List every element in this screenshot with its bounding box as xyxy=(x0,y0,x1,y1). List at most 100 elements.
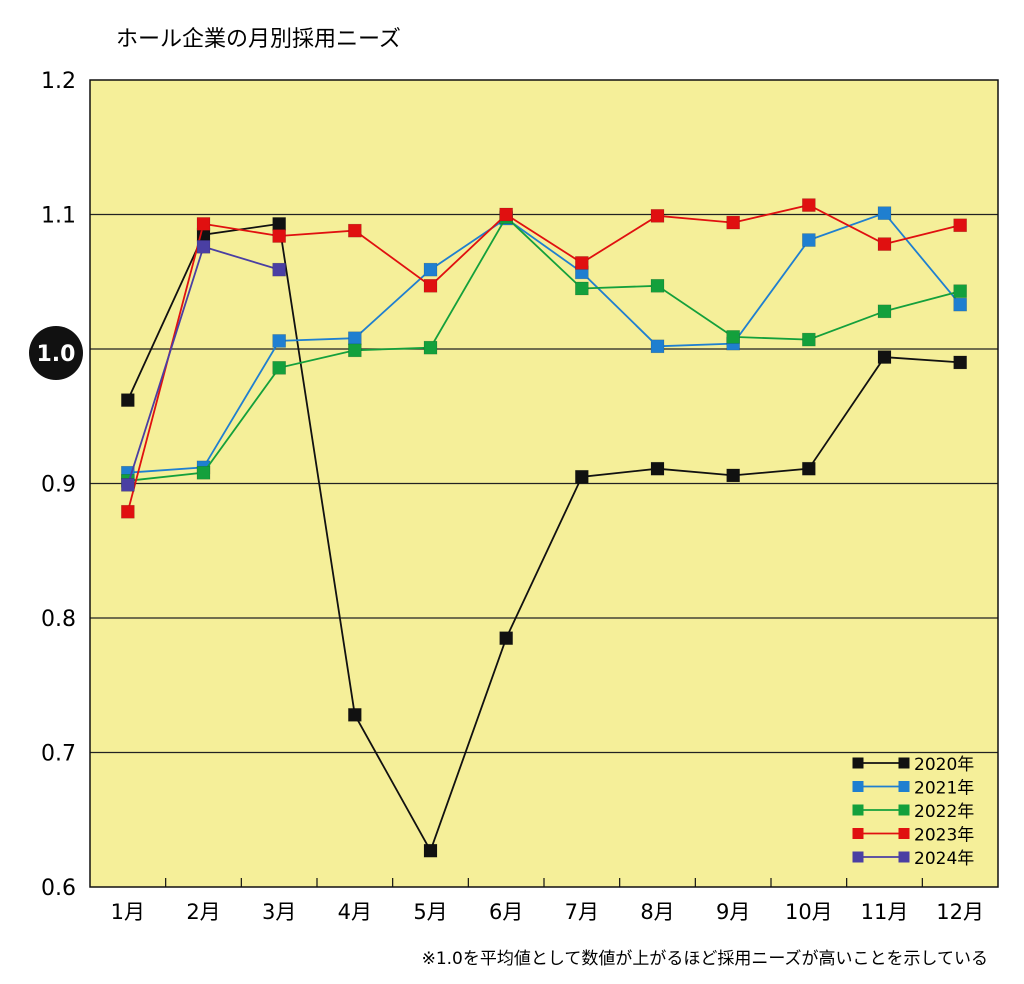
data-point xyxy=(272,217,286,231)
data-point xyxy=(423,843,438,858)
series-line xyxy=(127,215,961,482)
y-axis: 0.6 0.7 0.8 0.9 1.0 1.1 1.2 xyxy=(29,69,83,901)
legend-label: 2022年 xyxy=(914,802,974,822)
y-tick-label: 1.1 xyxy=(41,204,76,229)
data-point xyxy=(575,469,589,484)
legend: 2020年 2021年 2022年 2023年 2024年 xyxy=(852,755,974,869)
series-line xyxy=(126,222,961,853)
data-point xyxy=(196,239,211,254)
x-tick-label: 8月 xyxy=(640,900,674,924)
legend-label: 2024年 xyxy=(914,849,974,869)
data-point xyxy=(499,207,513,222)
data-point xyxy=(726,330,740,344)
series-4 xyxy=(121,239,286,492)
legend-item: 2021年 xyxy=(852,779,974,799)
data-point xyxy=(802,461,816,476)
plot-border xyxy=(89,79,999,888)
gridlines xyxy=(90,213,998,754)
x-tick-label: 12月 xyxy=(936,900,984,924)
legend-marker xyxy=(898,828,910,839)
footnote: ※1.0を平均値として数値が上がるほど採用ニーズが高いことを示している xyxy=(422,949,988,969)
chart-title: ホール企業の月別採用ニーズ xyxy=(116,27,401,52)
data-point xyxy=(121,478,135,492)
legend-item: 2023年 xyxy=(852,826,974,846)
legend-item: 2020年 xyxy=(852,755,974,775)
data-point xyxy=(499,631,513,645)
data-point xyxy=(802,233,816,247)
data-point xyxy=(272,262,286,277)
data-point xyxy=(348,223,362,238)
legend-item: 2024年 xyxy=(852,849,974,869)
legend-marker xyxy=(898,851,910,863)
legend-marker xyxy=(898,804,910,816)
x-tick-label: 3月 xyxy=(262,900,296,924)
legend-label: 2020年 xyxy=(914,755,974,775)
x-tick-label: 4月 xyxy=(338,900,372,924)
series-3 xyxy=(121,198,967,519)
data-point xyxy=(802,332,816,347)
x-tick-label: 6月 xyxy=(489,900,523,924)
y-tick-label: 0.9 xyxy=(41,473,76,498)
legend-marker xyxy=(898,781,910,792)
x-tick-label: 7月 xyxy=(565,900,599,924)
data-point xyxy=(650,278,665,293)
series-group xyxy=(121,198,967,858)
data-point xyxy=(423,340,438,355)
x-tick-label: 2月 xyxy=(186,900,220,924)
y-tick-label: 1.2 xyxy=(41,69,76,94)
series-0 xyxy=(121,217,967,858)
legend-marker xyxy=(898,757,910,769)
data-point xyxy=(121,393,135,407)
data-point xyxy=(650,339,665,354)
data-point xyxy=(877,304,892,319)
data-point xyxy=(196,465,211,480)
x-tick-label: 11月 xyxy=(861,900,909,924)
data-point xyxy=(575,256,589,270)
data-point xyxy=(575,281,589,296)
data-point xyxy=(348,708,362,722)
legend-label: 2021年 xyxy=(914,779,974,799)
data-point xyxy=(423,262,438,277)
legend-marker xyxy=(852,828,864,839)
data-point xyxy=(726,215,740,230)
x-tick-label: 9月 xyxy=(716,900,750,924)
data-point xyxy=(802,198,816,212)
data-point xyxy=(877,350,892,364)
legend-marker xyxy=(852,804,864,816)
data-point xyxy=(348,343,362,358)
data-point xyxy=(272,229,286,243)
legend-label: 2023年 xyxy=(914,826,974,846)
y-tick-label: 0.6 xyxy=(41,876,76,901)
x-tick-label: 1月 xyxy=(111,900,145,924)
highlight-tick-circle xyxy=(29,326,83,380)
legend-item: 2022年 xyxy=(852,802,974,822)
data-point xyxy=(272,334,286,348)
legend-marker xyxy=(852,851,864,863)
x-tick-label: 5月 xyxy=(413,900,447,924)
x-axis: 1月 2月 3月 4月 5月 6月 7月 8月 9月 10月 11月 12月 xyxy=(111,878,984,924)
y-tick-label: 1.0 xyxy=(37,342,76,367)
data-point xyxy=(953,284,967,298)
x-tick-label: 10月 xyxy=(785,900,833,924)
series-line xyxy=(126,204,961,512)
series-line xyxy=(127,212,961,474)
series-1 xyxy=(121,206,967,480)
data-point xyxy=(953,297,967,312)
data-point xyxy=(953,218,967,233)
data-point xyxy=(196,217,211,231)
data-point xyxy=(272,361,286,375)
data-point xyxy=(877,237,892,251)
y-tick-label: 0.8 xyxy=(41,607,76,632)
data-point xyxy=(953,355,967,370)
data-point xyxy=(877,206,892,220)
data-point xyxy=(650,209,665,223)
data-point xyxy=(348,331,362,346)
y-tick-label: 0.7 xyxy=(41,742,76,767)
legend-marker xyxy=(852,757,864,769)
data-point xyxy=(650,461,665,476)
data-point xyxy=(121,504,135,519)
legend-marker xyxy=(852,781,864,792)
data-point xyxy=(423,278,438,293)
data-point xyxy=(726,468,740,483)
